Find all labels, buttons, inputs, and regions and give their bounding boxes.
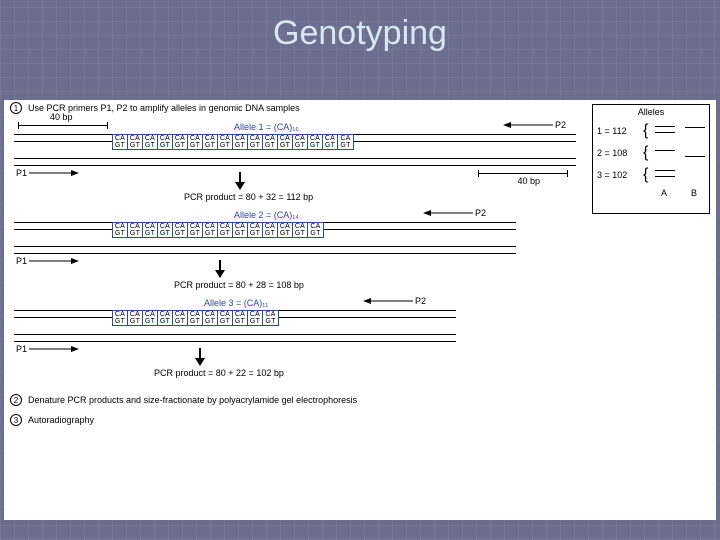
primer-p2: P2 [423,208,486,218]
down-arrow-icon [194,348,206,366]
allele-2-block: Allele 2 = (CA)₁₄ P2 CACACACACACACACACAC… [4,210,716,298]
primer-p1: P1 [16,168,79,178]
primer-p2: P2 [363,296,426,306]
flank-right-label: 40 bp [517,176,540,186]
dna-strand-a3-bot [14,334,456,342]
dna-strand-a2-bot [14,246,516,254]
dna-strand-a1-bot [14,158,576,166]
step-2-number: 2 [10,394,22,406]
primer-p1-label: P1 [16,168,27,178]
step-2-text: Denature PCR products and size-fractiona… [28,395,357,405]
dim-40bp-left [18,122,108,129]
slide-title: Genotyping [0,14,720,53]
diagram-panel: 1 Use PCR primers P1, P2 to amplify alle… [4,100,716,520]
step-3-number: 3 [10,414,22,426]
allele-2-label: Allele 2 = (CA)₁₄ [234,210,299,220]
down-arrow-icon [234,172,246,190]
allele-1-block: 40 bp Allele 1 = (CA)₁₆ P2 CACACACACACAC… [4,122,716,210]
primer-p2-label: P2 [415,296,426,306]
pcr-product-a3: PCR product = 80 + 22 = 102 bp [154,368,284,378]
step-2: 2 Denature PCR products and size-fractio… [4,392,716,408]
alleles-legend-title: Alleles [597,107,705,117]
step-3: 3 Autoradiography [4,412,716,428]
primer-p2: P2 [503,120,566,130]
pcr-product-a2: PCR product = 80 + 28 = 108 bp [174,280,304,290]
primer-p1-label: P1 [16,256,27,266]
step-1-number: 1 [10,102,22,114]
flank-left-label: 40 bp [50,112,73,122]
ca-repeat-a1: CACACACACACACACACACACACACACACACAGTGTGTGT… [112,134,354,150]
primer-p1: P1 [16,344,79,354]
down-arrow-icon [214,260,226,278]
ca-repeat-a3: CACACACACACACACACACACAGTGTGTGTGTGTGTGTGT… [112,310,279,326]
allele-3-label: Allele 3 = (CA)₁₁ [204,298,268,308]
allele-1-label: Allele 1 = (CA)₁₆ [234,122,299,132]
pcr-product-a1: PCR product = 80 + 32 = 112 bp [184,192,313,202]
primer-p1-label: P1 [16,344,27,354]
primer-p1: P1 [16,256,79,266]
primer-p2-label: P2 [475,208,486,218]
allele-3-block: Allele 3 = (CA)₁₁ P2 CACACACACACACACACAC… [4,298,716,386]
ca-repeat-a2: CACACACACACACACACACACACACACAGTGTGTGTGTGT… [112,222,324,238]
primer-p2-label: P2 [555,120,566,130]
step-3-text: Autoradiography [28,415,94,425]
